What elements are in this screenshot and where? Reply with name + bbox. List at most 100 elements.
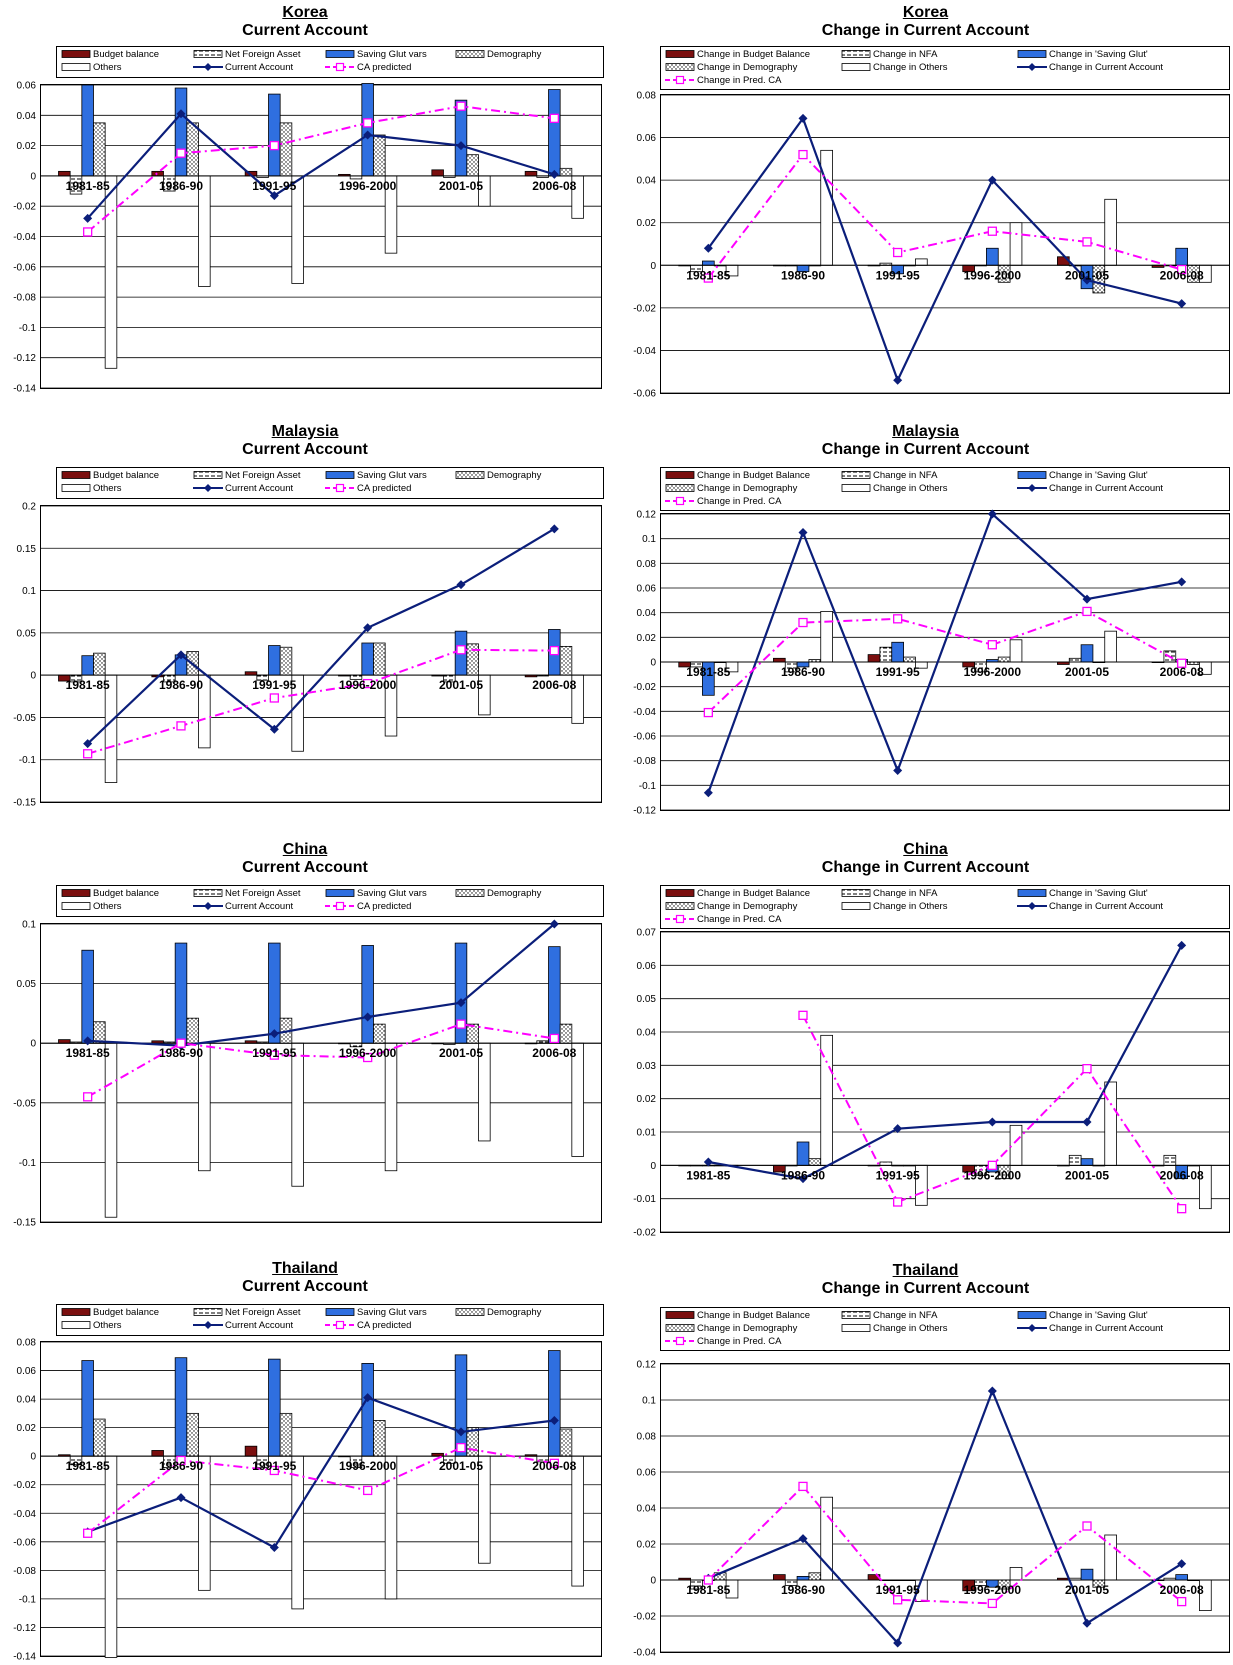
bar-change-in-others (1009, 222, 1023, 266)
point-change-in-pred-ca (1177, 264, 1187, 275)
point-current-account (456, 141, 466, 151)
y-tick-label: 0.08 (637, 1432, 657, 1443)
bar-saving-glut-vars (81, 949, 94, 1044)
chart-subtitle: Current Account (242, 441, 368, 458)
chart-malaysia-change-current-account: Malaysia Change in Current Account Chang… (618, 418, 1233, 818)
point-ca-predicted (363, 678, 373, 689)
bar-demography (559, 167, 573, 177)
bar-saving-glut-vars (81, 84, 94, 177)
line-current-account (86, 527, 555, 745)
x-category-label: 2001-05 (439, 1459, 483, 1473)
x-category-label: 1986-90 (159, 1046, 203, 1060)
point-change-in-current-account (798, 528, 808, 537)
point-change-in-current-account (1177, 299, 1187, 309)
chart-svg: 0.2 0.15 0.1 0.05 0 -0.05 -0.1 -0.15 1981-85 1986… (13, 502, 601, 809)
y-tick-label: 0.02 (17, 1423, 37, 1434)
bar-change-in-others (1009, 1566, 1023, 1581)
point-ca-predicted (456, 645, 466, 655)
diamond-line-swatch-icon (193, 1321, 223, 1330)
legend-item-change-in-demography: Change in Demography (665, 483, 797, 495)
legend-item-ca-predicted: CA predicted (325, 62, 411, 74)
bar-change-in-others (820, 149, 833, 266)
bar-change-in-others (1104, 1534, 1117, 1581)
bar-saving-glut-vars (361, 945, 374, 1044)
legend-item-others: Others (61, 901, 122, 913)
line-change-in-pred-ca (707, 610, 1183, 714)
bar-others (104, 175, 118, 369)
chart-thailand-change-current-account: Thailand Change in Current Account Chang… (618, 1254, 1233, 1665)
point-current-account (363, 1012, 373, 1022)
legend-label: Change in 'Saving Glut' (1049, 888, 1148, 899)
bar-change-in-others (1104, 630, 1117, 663)
y-tick-label: 0.08 (637, 559, 657, 570)
chart-title: China Change in Current Account (618, 841, 1233, 877)
legend-label: Change in Pred. CA (697, 914, 782, 925)
bar-change-in-saving-glut (1080, 644, 1094, 663)
square-dash-line-swatch-icon (665, 497, 695, 506)
point-change-in-pred-ca (893, 247, 903, 258)
country-title: Korea (902, 4, 949, 21)
bar-budget-balance (58, 170, 71, 177)
x-category-label: 1996-2000 (339, 179, 397, 193)
point-current-account (269, 1029, 279, 1039)
chart-svg: 0.12 0.1 0.08 0.06 0.04 0.02 0 -0.02 -0.04 1981-8… (633, 1360, 1229, 1659)
legend-label: Saving Glut vars (357, 888, 427, 899)
y-tick-label: 0.12 (637, 1360, 657, 1371)
point-change-in-current-account (893, 1124, 903, 1134)
legend-item-current-account: Current Account (193, 483, 293, 495)
bar-others (104, 1455, 118, 1658)
chart-subtitle: Change in Current Account (821, 441, 1030, 458)
legend-label: Saving Glut vars (357, 49, 427, 60)
chart-subtitle: Current Account (242, 22, 368, 39)
legend-item-budget-balance: Budget balance (61, 470, 159, 482)
chart-legend: Change in Budget Balance Change in NFA Cha… (660, 467, 1230, 511)
x-category-label: 1981-85 (686, 268, 730, 282)
point-ca-predicted (363, 1485, 373, 1496)
bar-saving-glut-vars (361, 83, 374, 177)
chart-legend: Budget balance Net Foreign Asset Saving Gl… (56, 1304, 604, 1336)
y-tick-label: 0.1 (642, 1396, 656, 1407)
legend-item-net-foreign-asset: Net Foreign Asset (193, 49, 301, 61)
bar-budget-balance (244, 671, 258, 676)
bar-budget-balance (244, 1445, 258, 1457)
legend-item-change-in-others: Change in Others (841, 62, 947, 74)
y-tick-label: 0.03 (637, 1061, 657, 1072)
legend-label: Others (93, 62, 122, 73)
chart-title: Malaysia Current Account (0, 423, 610, 459)
bar-change-in-saving-glut (796, 1141, 810, 1166)
chart-subtitle: Change in Current Account (821, 22, 1030, 39)
y-tick-label: -0.06 (13, 262, 36, 273)
legend-label: Change in Budget Balance (697, 49, 811, 60)
x-category-label: 1986-90 (781, 268, 825, 282)
bar-others (291, 1042, 304, 1187)
bar-change-in-nfa (1068, 657, 1082, 663)
point-current-account (363, 130, 373, 140)
y-tick-label: -0.06 (633, 732, 656, 743)
bar-demography (466, 154, 479, 177)
bar-change-in-demography (808, 1158, 822, 1166)
legend-item-change-in-budget-balance: Change in Budget Balance (665, 49, 810, 61)
legend-item-change-in-pred-ca: Change in Pred. CA (665, 75, 782, 87)
legend-item-saving-glut-vars: Saving Glut vars (325, 49, 427, 61)
dash-bar-swatch-icon (841, 1311, 871, 1320)
point-change-in-current-account (1177, 940, 1187, 950)
x-category-label: 1986-90 (159, 678, 203, 692)
legend-item-change-in-saving-glut: Change in 'Saving Glut' (1017, 49, 1148, 61)
y-tick-label: -0.08 (13, 1566, 36, 1577)
bar-saving-glut-vars (268, 93, 281, 177)
x-category-label: 2001-05 (1065, 268, 1109, 282)
x-category-label: 2001-05 (1065, 665, 1109, 679)
y-tick-label: -0.04 (633, 707, 656, 718)
point-change-in-current-account (987, 1386, 997, 1396)
chart-title: Thailand Current Account (0, 1260, 610, 1296)
x-category-label: 2006-08 (532, 179, 576, 193)
legend-item-demography: Demography (455, 470, 541, 482)
bar-demography (93, 122, 106, 177)
legend-item-ca-predicted: CA predicted (325, 901, 411, 913)
bar-change-in-saving-glut (702, 260, 715, 266)
point-ca-predicted (269, 1465, 279, 1476)
x-category-label: 2001-05 (439, 179, 483, 193)
point-ca-predicted (83, 1092, 93, 1102)
legend-item-change-in-saving-glut: Change in 'Saving Glut' (1017, 888, 1148, 900)
bar-change-in-others (1104, 1081, 1117, 1166)
